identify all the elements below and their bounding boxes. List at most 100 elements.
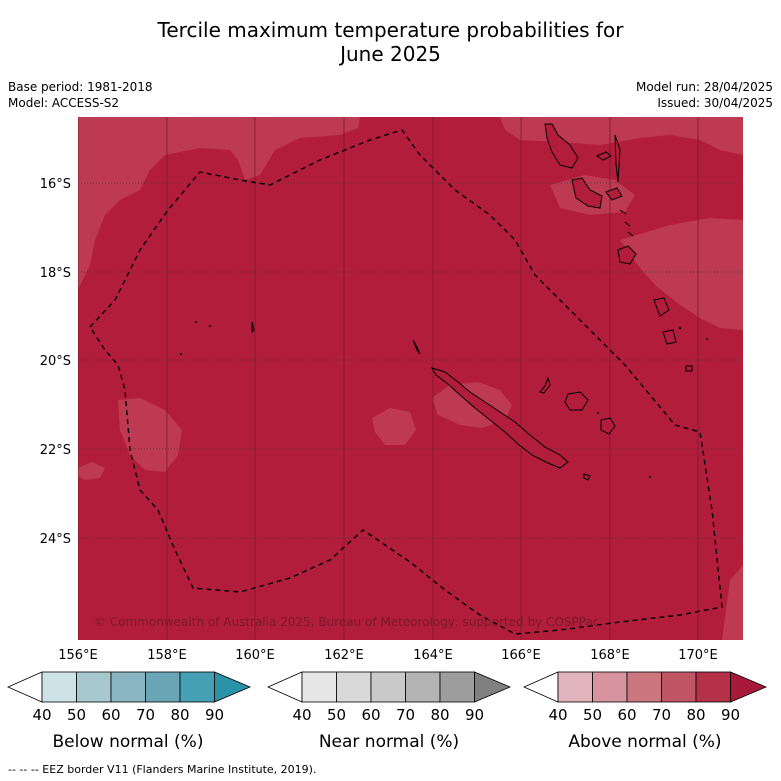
- latitude-labels: 16°S 18°S 20°S 22°S 24°S: [40, 177, 71, 547]
- issued-date: Issued: 30/04/2025: [657, 96, 773, 110]
- colorbar-above-seg-2: [592, 671, 628, 703]
- title-line-2: June 2025: [340, 42, 441, 66]
- below-tick-90: 90: [205, 706, 224, 724]
- eez-legend-note: -- -- -- EEZ border V11 (Flanders Marine…: [8, 763, 317, 776]
- above-tick-90: 90: [721, 706, 740, 724]
- base-period: Base period: 1981-2018: [8, 80, 153, 94]
- colorbar-near-seg-3: [370, 671, 406, 703]
- colorbar-near-arrow-high: [474, 671, 512, 703]
- new-caledonia-island: [430, 367, 569, 469]
- chart-title: Tercile maximum temperature probabilitie…: [0, 18, 781, 66]
- mare-island: [600, 417, 616, 435]
- map-background: [78, 117, 743, 640]
- shepherd-islands: [619, 209, 634, 237]
- malekula-island: [571, 177, 603, 209]
- islet-6: [649, 476, 651, 478]
- colorbar-above-arrow-high: [730, 671, 768, 703]
- colorbar-above-seg-4: [661, 671, 697, 703]
- colorbar-above-arrow-low: [523, 671, 559, 703]
- colorbar-below-arrow-high: [214, 671, 252, 703]
- lon-label-156e: 156°E: [58, 648, 98, 663]
- colorbar-near-seg-4: [405, 671, 441, 703]
- above-normal-label: Above normal (%): [568, 732, 721, 752]
- colorbar-below-arrow-low: [7, 671, 43, 703]
- lighter-zone-east: [620, 218, 743, 330]
- espiritu-santo-island: [544, 123, 579, 169]
- model-run: Model run: 28/04/2025: [635, 80, 773, 94]
- colorbar-above-seg-5: [695, 671, 731, 703]
- eez-border: [89, 129, 723, 635]
- lat-label-22s: 22°S: [40, 443, 71, 458]
- small-islets: [180, 321, 708, 478]
- meta-right: Model run: 28/04/2025 Issued: 30/04/2025: [636, 79, 773, 111]
- lat-label-18s: 18°S: [40, 266, 71, 281]
- colorbar-below-seg-1: [41, 671, 77, 703]
- erromango-island: [653, 297, 670, 317]
- maewo-pentecost-islands: [614, 134, 621, 183]
- above-tick-50: 50: [583, 706, 602, 724]
- below-tick-80: 80: [170, 706, 189, 724]
- ambrym-island: [605, 187, 623, 201]
- colorbar-below-seg-2: [76, 671, 112, 703]
- colorbar-above-seg-1: [557, 671, 593, 703]
- colorbar-below-seg-3: [110, 671, 146, 703]
- colorbar-below-normal: 40 50 60 70 80 90 Below normal (%): [7, 671, 252, 752]
- colorbar-below-seg-5: [179, 671, 215, 703]
- near-tick-80: 80: [430, 706, 449, 724]
- lon-label-164e: 164°E: [413, 648, 453, 663]
- lon-label-158e: 158°E: [147, 648, 187, 663]
- lon-label-166e: 166°E: [501, 648, 541, 663]
- above-tick-40: 40: [548, 706, 567, 724]
- lat-label-20s: 20°S: [40, 354, 71, 369]
- copyright-notice: © Commonwealth of Australia 2025, Bureau…: [94, 615, 599, 629]
- near-tick-70: 70: [396, 706, 415, 724]
- graticule-meridians: [78, 117, 699, 640]
- lon-label-162e: 162°E: [324, 648, 364, 663]
- title-line-1: Tercile maximum temperature probabilitie…: [157, 18, 624, 42]
- model-name: Model: ACCESS-S2: [8, 96, 120, 110]
- below-tick-50: 50: [67, 706, 86, 724]
- lon-label-160e: 160°E: [235, 648, 275, 663]
- colorbar-near-arrow-low: [267, 671, 303, 703]
- islet-3: [180, 353, 182, 355]
- ambae-island: [595, 151, 612, 161]
- below-tick-70: 70: [136, 706, 155, 724]
- near-tick-60: 60: [361, 706, 380, 724]
- colorbar-near-seg-1: [301, 671, 337, 703]
- colorbar-near-seg-5: [439, 671, 475, 703]
- colorbar-above-normal: 40 50 60 70 80 90 Above normal (%): [523, 671, 768, 752]
- islet-1: [195, 321, 197, 323]
- chesterfield-reef: [251, 321, 255, 334]
- lighter-zone-west: [118, 398, 182, 472]
- longitude-labels: 156°E 158°E 160°E 162°E 164°E 166°E 168°…: [58, 648, 718, 663]
- near-tick-40: 40: [292, 706, 311, 724]
- belep-islands: [412, 339, 421, 355]
- isle-of-pines: [583, 473, 591, 481]
- lat-label-16s: 16°S: [40, 177, 71, 192]
- lon-label-170e: 170°E: [678, 648, 718, 663]
- efate-island: [617, 245, 637, 265]
- near-normal-label: Near normal (%): [319, 732, 459, 752]
- above-tick-70: 70: [652, 706, 671, 724]
- lon-label-168e: 168°E: [590, 648, 630, 663]
- islet-4: [678, 326, 682, 330]
- tanna-island: [662, 329, 677, 345]
- lighter-zone-south-east: [722, 565, 743, 640]
- map-area: © Commonwealth of Australia 2025, Bureau…: [78, 117, 743, 640]
- lighter-zone-west-small: [78, 462, 105, 480]
- lighter-zone-central-small: [372, 408, 416, 445]
- colorbar-below-seg-4: [145, 671, 181, 703]
- colorbar-above-seg-3: [626, 671, 662, 703]
- colorbar-near-seg-2: [336, 671, 372, 703]
- lat-label-24s: 24°S: [40, 532, 71, 547]
- aneityum-island: [685, 365, 693, 372]
- islet-5: [706, 338, 708, 340]
- near-tick-50: 50: [327, 706, 346, 724]
- lighter-zone-north-east: [500, 117, 743, 155]
- lifou-island: [564, 391, 589, 411]
- near-tick-90: 90: [465, 706, 484, 724]
- below-normal-label: Below normal (%): [53, 732, 204, 752]
- ouvea-island: [539, 376, 551, 394]
- islet-7: [597, 412, 599, 414]
